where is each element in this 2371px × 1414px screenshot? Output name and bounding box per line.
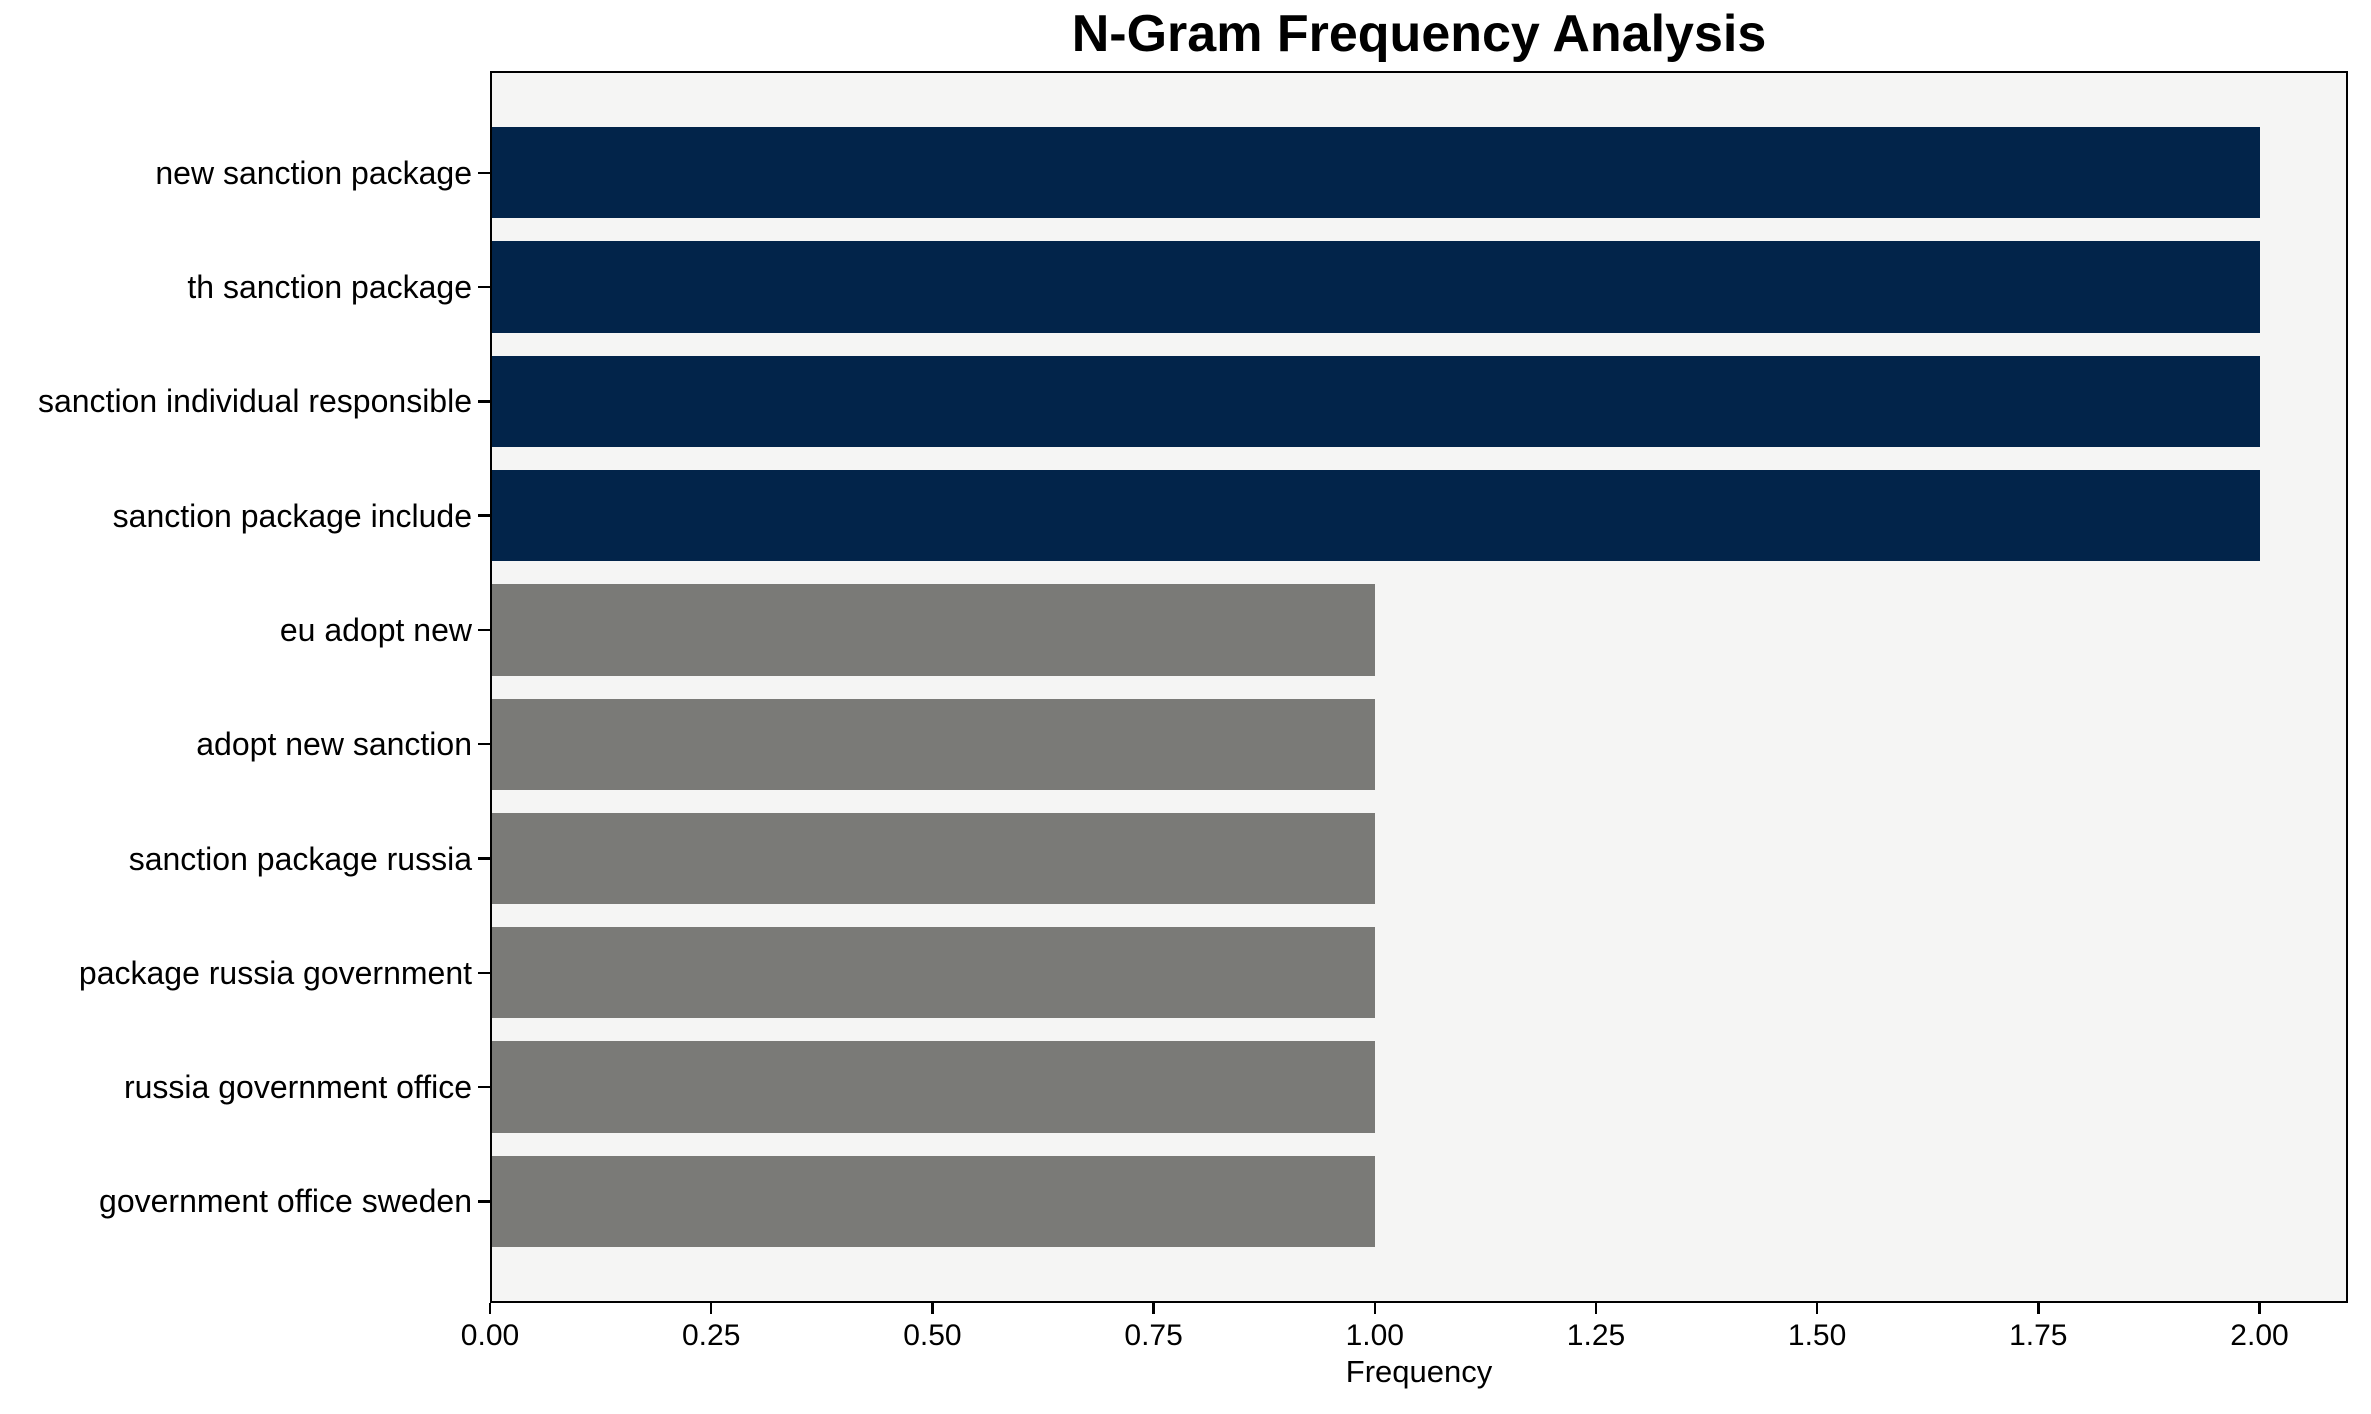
x-tick-label: 0.75	[1124, 1319, 1183, 1352]
y-tick-label: sanction package russia	[128, 840, 472, 877]
y-tick-mark	[478, 514, 490, 517]
y-tick-label: government office sweden	[99, 1183, 472, 1220]
bar-sanction-package-include	[490, 469, 2260, 562]
y-tick-label: new sanction package	[155, 154, 472, 191]
x-tick-label: 2.00	[2230, 1319, 2289, 1352]
bar-russia-government-office	[490, 1041, 1375, 1133]
y-tick-label: adopt new sanction	[196, 726, 472, 763]
y-tick-label: russia government office	[123, 1069, 472, 1105]
x-tick-mark	[931, 1303, 934, 1314]
bar-eu-adopt-new	[490, 584, 1375, 676]
x-tick-label: 1.75	[2009, 1319, 2068, 1352]
x-tick-label: 0.25	[681, 1319, 741, 1352]
bar-sanction-individual-responsible	[490, 355, 2260, 447]
x-tick-label: 1.25	[1566, 1319, 1626, 1352]
y-tick-label: sanction individual responsible	[37, 383, 472, 420]
x-tick-mark	[709, 1303, 713, 1314]
y-axis: new sanction package th sanction package s…	[0, 0, 472, 1414]
x-tick-mark	[1373, 1303, 1376, 1314]
bar-adopt-new-sanction	[490, 698, 1375, 790]
y-tick-mark	[478, 857, 490, 860]
bar-th-sanction-package	[490, 241, 2260, 333]
bar-government-office-sweden	[490, 1155, 1375, 1247]
y-tick-mark	[478, 971, 490, 974]
y-tick-label: eu adopt new	[279, 611, 472, 648]
plot-area	[490, 71, 2348, 1303]
y-tick-label: package russia government	[78, 954, 472, 991]
y-tick-mark	[478, 1085, 490, 1089]
y-tick-mark	[478, 171, 490, 174]
x-tick-mark	[1594, 1303, 1598, 1314]
bar-sanction-package-russia	[490, 812, 1375, 905]
x-tick-mark	[1815, 1303, 1819, 1314]
x-tick-label: 1.50	[1787, 1319, 1847, 1352]
x-axis-title: Frequency	[1345, 1354, 1493, 1389]
x-tick-mark	[2037, 1303, 2040, 1314]
x-tick-mark	[488, 1303, 492, 1314]
y-tick-mark	[478, 628, 490, 632]
y-tick-label: sanction package include	[112, 497, 472, 534]
x-tick-label: 1.00	[1345, 1319, 1404, 1352]
y-tick-label: th sanction package	[187, 269, 472, 305]
x-tick-mark	[1152, 1303, 1155, 1314]
y-tick-mark	[478, 400, 490, 403]
x-tick-mark	[2258, 1303, 2261, 1314]
x-tick-label: 0.50	[903, 1319, 962, 1352]
y-tick-mark	[478, 285, 490, 289]
y-tick-mark	[478, 1200, 490, 1203]
bar-package-russia-government	[490, 927, 1375, 1019]
y-tick-mark	[478, 742, 490, 746]
x-tick-label: 0.00	[460, 1319, 520, 1352]
chart-title: N-Gram Frequency Analysis	[1071, 5, 1767, 63]
bar-new-sanction-package	[490, 127, 2260, 219]
